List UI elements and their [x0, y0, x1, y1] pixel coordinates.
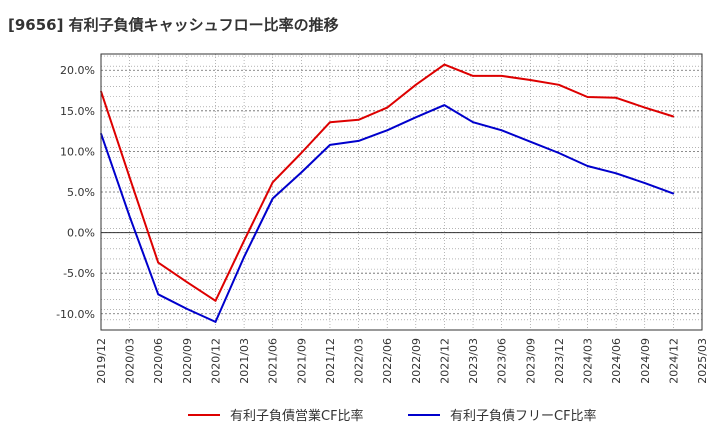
y-tick-label: 15.0% [60, 105, 95, 118]
data-point [271, 181, 274, 184]
data-point [558, 152, 560, 154]
y-tick-label: -10.0% [56, 308, 95, 321]
series-group [100, 63, 675, 323]
data-point [128, 176, 131, 179]
x-tick-label: 2022/12 [438, 338, 451, 384]
x-tick-label: 2023/12 [553, 338, 566, 384]
data-point [214, 321, 217, 323]
data-point [672, 192, 675, 195]
data-point [558, 84, 560, 86]
data-point [128, 215, 131, 218]
data-point [500, 129, 503, 132]
data-point [643, 106, 646, 109]
data-point [586, 165, 589, 167]
x-tick-label: 2021/12 [324, 338, 337, 384]
data-point [443, 63, 446, 66]
plot-frame [100, 53, 703, 331]
data-point [157, 293, 160, 296]
x-tick-label: 2022/06 [381, 338, 394, 384]
data-point [357, 118, 360, 121]
x-tick-label: 2024/06 [610, 338, 623, 384]
y-tick-label: 10.0% [60, 145, 95, 158]
data-point [243, 239, 245, 242]
data-point [271, 197, 274, 200]
y-tick-label: 0.0% [67, 227, 95, 240]
x-tick-label: 2023/06 [496, 338, 509, 384]
x-axis: 2019/12 2020/03 2020/06 2020/09 2020/12 2021/… [95, 338, 709, 384]
chart-title: [9656] 有利子負債キャッシュフロー比率の推移 [8, 16, 339, 34]
data-point [329, 144, 331, 146]
data-point [357, 140, 360, 142]
data-point [186, 281, 188, 283]
y-axis: -10.0% -5.0% 0.0% 5.0% 10.0% 15.0% 20.0% [56, 64, 95, 321]
x-tick-label: 2020/06 [152, 338, 165, 384]
grid [101, 54, 702, 331]
y-tick-label: 5.0% [67, 186, 95, 199]
data-point [300, 152, 303, 154]
data-point [300, 171, 303, 174]
x-tick-label: 2020/09 [181, 338, 194, 384]
data-point [386, 106, 388, 109]
data-point [329, 121, 331, 123]
x-tick-label: 2021/09 [295, 338, 308, 384]
data-point [615, 172, 617, 175]
x-tick-label: 2022/03 [353, 338, 366, 384]
data-point [243, 256, 245, 258]
x-tick-label: 2024/09 [639, 338, 652, 384]
x-tick-label: 2020/12 [209, 338, 222, 384]
x-tick-label: 2023/03 [467, 338, 480, 384]
data-point [472, 121, 474, 123]
x-tick-label: 2022/09 [410, 338, 423, 384]
x-tick-label: 2020/03 [124, 338, 137, 384]
x-tick-label: 2021/06 [267, 338, 280, 384]
data-point [586, 96, 589, 98]
x-tick-label: 2021/03 [238, 338, 251, 384]
data-point [615, 97, 617, 99]
data-point [214, 299, 217, 302]
y-tick-label: 20.0% [60, 64, 95, 77]
data-point [500, 75, 503, 77]
x-tick-label: 2024/12 [667, 338, 680, 384]
data-point [157, 261, 160, 264]
x-tick-label: 2023/09 [524, 338, 537, 384]
x-tick-label: 2024/03 [582, 338, 595, 384]
legend-label-2: 有利子負債フリーCF比率 [450, 408, 597, 424]
data-point [443, 104, 446, 106]
series-line-1 [100, 63, 674, 302]
data-point [415, 116, 417, 119]
data-point [415, 84, 417, 86]
x-tick-label: 2025/03 [696, 338, 709, 384]
legend-label-1: 有利子負債営業CF比率 [230, 408, 364, 424]
data-point [672, 115, 675, 118]
x-tick-label: 2019/12 [95, 338, 108, 384]
data-point [186, 308, 188, 310]
data-point [643, 182, 646, 184]
legend: 有利子負債営業CF比率 有利子負債フリーCF比率 [188, 408, 597, 424]
data-point [386, 129, 388, 132]
data-point [472, 75, 474, 77]
data-point [529, 140, 532, 143]
y-tick-label: -5.0% [63, 267, 95, 280]
data-point [529, 79, 532, 81]
